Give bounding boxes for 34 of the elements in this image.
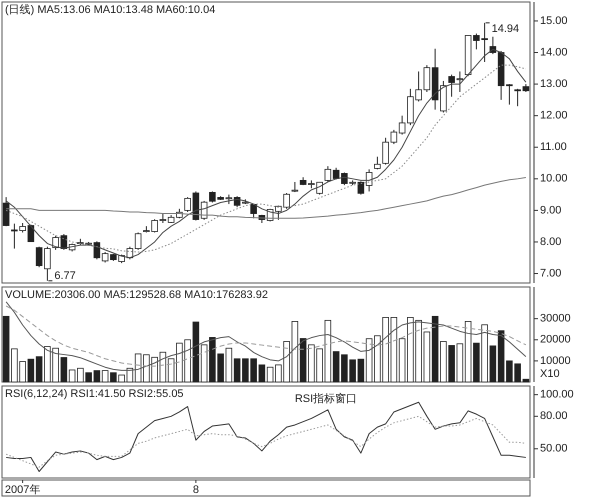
- line-series: [6, 416, 526, 468]
- x-tick-label: 8: [192, 484, 199, 496]
- y-tick-label: 9.00: [540, 204, 562, 216]
- y-tick-label: 14.00: [540, 46, 568, 58]
- chart-title: (日线) MA5:13.06 MA10:13.48 MA60:10.04: [5, 3, 216, 16]
- text: RSI指标窗口: [294, 392, 358, 405]
- y-tick-label: 20000: [540, 334, 571, 346]
- y-tick-label: 12.00: [540, 110, 568, 122]
- y-tick-label: 15.00: [540, 14, 568, 27]
- candlestick: [250, 202, 257, 219]
- candlestick: [324, 166, 332, 182]
- candlestick: [134, 232, 142, 250]
- y-tick-label: 10000: [540, 354, 571, 367]
- chart-title: RSI(6,12,24) RSI1:41.50 RSI2:55.05: [5, 388, 184, 400]
- x-tick-label: 2007年: [4, 484, 40, 496]
- y-tick-label: 30000: [540, 312, 571, 325]
- y-tick-label: 11.00: [540, 141, 567, 154]
- y-tick-label: 13.00: [540, 78, 568, 90]
- text: X10: [540, 368, 560, 380]
- candlestick: [374, 156, 381, 170]
- y-tick-label: 100.00: [540, 388, 574, 401]
- annotation: 14.94: [492, 22, 520, 35]
- chart-title: VOLUME:20306.00 MA5:129528.68 MA10:176283.92: [5, 289, 268, 301]
- y-tick-label: 50.00: [540, 442, 568, 455]
- candlestick: [366, 168, 372, 192]
- candlestick: [11, 223, 18, 250]
- candlestick: [209, 190, 216, 203]
- y-tick-label: 8.00: [540, 236, 562, 248]
- y-tick-label: 80.00: [540, 410, 568, 422]
- y-tick-label: 10.00: [540, 172, 568, 185]
- y-tick-label: 7.00: [540, 267, 562, 280]
- annotation: 6.77: [54, 270, 76, 282]
- line-series: [6, 402, 526, 472]
- candlestick: [283, 192, 290, 210]
